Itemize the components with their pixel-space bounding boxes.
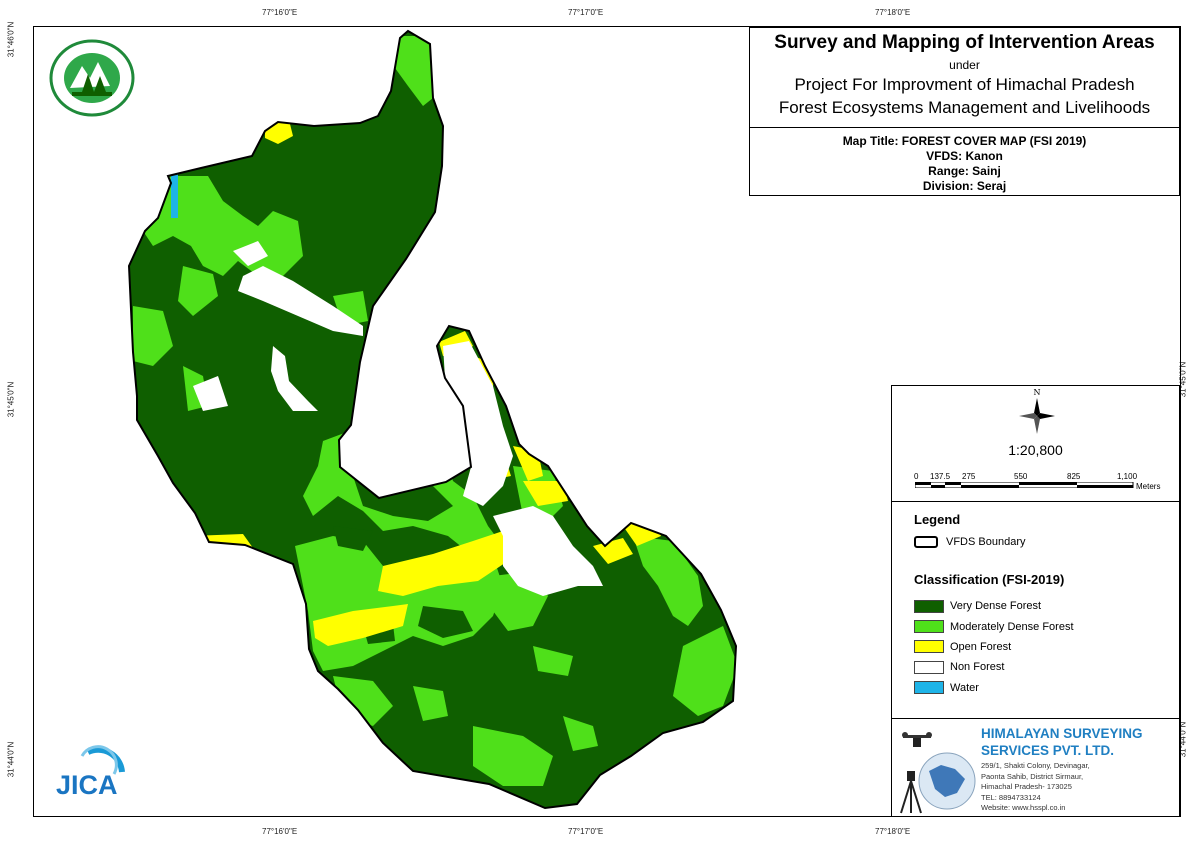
scale-box: N 1:20,800 0 137.5 275 550 825 1,100 Met… <box>891 385 1180 502</box>
tick-bottom-2: 77°17'0"E <box>568 827 604 836</box>
tick-left-1: 31°46'0"N <box>6 21 16 58</box>
title-box: Survey and Mapping of Intervention Areas… <box>749 27 1180 196</box>
company-name-line-1: HIMALAYAN SURVEYING <box>981 726 1143 741</box>
range-name: Range: Sainj <box>928 164 1001 178</box>
jica-logo: JICA <box>56 745 125 800</box>
swatch-open-forest <box>914 640 944 654</box>
address-line-2: Paonta Sahib, District Sirmaur, <box>981 771 1084 781</box>
hp-forest-department-logo <box>49 39 135 117</box>
swatch-moderately-dense <box>914 620 944 634</box>
title-divider <box>750 127 1179 128</box>
project-line-2: Forest Ecosystems Management and Livelih… <box>778 98 1151 117</box>
tick-top-3: 77°18'0"E <box>875 8 911 17</box>
company-web[interactable]: Website: www.hsspl.co.in <box>981 803 1066 812</box>
scale-label-275: 275 <box>962 472 976 481</box>
map-frame <box>33 26 1181 817</box>
legend-item-water: Water <box>914 678 1074 698</box>
legend-item-open-forest: Open Forest <box>914 637 1074 657</box>
legend-item-very-dense: Very Dense Forest <box>914 596 1074 616</box>
classification-title: Classification (FSI-2019) <box>914 572 1065 587</box>
company-logo-icon <box>895 723 979 815</box>
legend-item-non-forest: Non Forest <box>914 657 1074 677</box>
legend-boundary-item: VFDS Boundary <box>914 536 1025 548</box>
label-moderately-dense: Moderately Dense Forest <box>950 620 1074 633</box>
division-name: Division: Seraj <box>922 179 1007 193</box>
north-label: N <box>1034 388 1041 397</box>
label-very-dense: Very Dense Forest <box>950 600 1042 613</box>
tick-left-3: 31°44'0"N <box>6 741 16 778</box>
legend-box: Legend VFDS Boundary Classification (FSI… <box>891 501 1180 719</box>
scale-label-825: 825 <box>1067 472 1081 481</box>
main-title: Survey and Mapping of Intervention Areas <box>774 32 1155 53</box>
scale-bar <box>915 482 1134 488</box>
scale-label-550: 550 <box>1014 472 1028 481</box>
legend-item-moderately-dense: Moderately Dense Forest <box>914 616 1074 636</box>
swatch-non-forest <box>914 660 944 674</box>
forest-map[interactable] <box>33 26 1181 817</box>
scale-ratio: 1:20,800 <box>1008 442 1063 458</box>
project-line-1: Project For Improvment of Himachal Prade… <box>794 75 1135 94</box>
label-water: Water <box>950 681 979 694</box>
address-line-3: Himachal Pradesh- 173025 <box>981 782 1072 791</box>
tick-top-2: 77°17'0"E <box>568 8 604 17</box>
label-non-forest: Non Forest <box>950 661 1005 674</box>
jica-logo-text: JICA <box>56 770 118 800</box>
address-line-1: 259/1, Shakti Colony, Devinagar, <box>981 761 1090 770</box>
tick-top-1: 77°16'0"E <box>262 8 298 17</box>
company-name-line-2: SERVICES PVT. LTD. <box>981 743 1115 758</box>
boundary-label: VFDS Boundary <box>946 536 1026 548</box>
map-title: Map Title: FOREST COVER MAP (FSI 2019) <box>842 134 1087 148</box>
label-open-forest: Open Forest <box>950 640 1012 653</box>
company-address: 259/1, Shakti Colony, Devinagar, Paonta … <box>981 761 1090 814</box>
title-under: under <box>949 58 980 72</box>
tick-left-2: 31°45'0"N <box>6 381 16 418</box>
scale-label-0: 0 <box>914 472 919 481</box>
classification-list: Very Dense Forest Moderately Dense Fores… <box>914 596 1074 698</box>
swatch-water <box>914 681 944 695</box>
swatch-very-dense <box>914 599 944 613</box>
north-arrow-icon: N <box>1019 388 1055 434</box>
scale-label-1100: 1,100 <box>1117 472 1138 481</box>
scale-unit: Meters <box>1136 482 1161 491</box>
company-box: HIMALAYAN SURVEYING SERVICES PVT. LTD. 2… <box>891 718 1180 817</box>
scale-label-137: 137.5 <box>930 472 951 481</box>
tick-bottom-1: 77°16'0"E <box>262 827 298 836</box>
vfds-name: VFDS: Kanon <box>926 149 1003 163</box>
legend-title: Legend <box>914 512 961 527</box>
company-tel: TEL: 8894733124 <box>981 792 1041 802</box>
tick-bottom-3: 77°18'0"E <box>875 827 911 836</box>
company-name: HIMALAYAN SURVEYING SERVICES PVT. LTD. <box>981 725 1177 759</box>
boundary-swatch <box>914 536 938 548</box>
